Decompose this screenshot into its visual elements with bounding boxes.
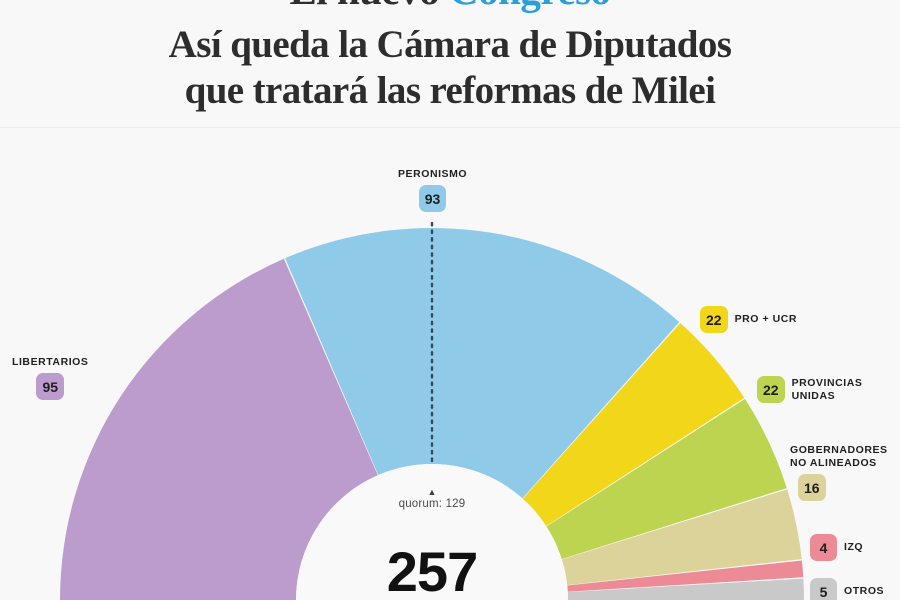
donut-segment-provincias-unidas <box>546 398 787 560</box>
chart-stage: ▲ quorum: 129 257 BANCAS PERONISMO 93 LI… <box>0 128 900 600</box>
callout-provincias-unidas: 22 PROVINCIAS UNIDAS <box>757 376 862 403</box>
donut-segment-peronismo <box>285 228 680 499</box>
callout-badge-gobernadores: 16 <box>798 474 826 501</box>
headline-line-1: Así queda la Cámara de Diputados <box>168 23 732 66</box>
donut-arcs <box>60 228 804 600</box>
kicker-title: El nuevo Congreso <box>0 0 900 14</box>
callout-label-izq: IZQ <box>844 541 864 553</box>
callout-label-libertarios: LIBERTARIOS <box>12 356 89 368</box>
callout-otros: 5 OTROS <box>810 578 884 600</box>
callout-label-gobernadores: GOBERNADORES NO ALINEADOS <box>790 444 888 469</box>
callout-badge-pro-ucr: 22 <box>700 306 728 333</box>
callout-label-peronismo: PERONISMO <box>398 168 468 180</box>
callout-label-provincias-unidas: PROVINCIAS UNIDAS <box>791 376 863 402</box>
donut-hole <box>296 464 568 600</box>
callout-label-otros: OTROS <box>844 585 885 597</box>
parliament-donut-chart <box>60 221 804 600</box>
callout-badge-otros: 5 <box>810 578 837 600</box>
callout-badge-izq: 4 <box>810 534 837 561</box>
headline-line-2: que tratará las reformas de Milei <box>184 69 716 112</box>
callout-label-pro-ucr: PRO + UCR <box>734 313 797 325</box>
header: El nuevo Congreso Así queda la Cámara de… <box>0 0 900 128</box>
callout-pro-ucr: 22 PRO + UCR <box>700 306 797 333</box>
callout-izq: 4 IZQ <box>810 534 863 561</box>
kicker-prefix: El nuevo <box>289 0 449 13</box>
callout-badge-provincias-unidas: 22 <box>757 376 785 403</box>
callout-peronismo: PERONISMO 93 <box>398 168 467 212</box>
callout-badge-libertarios: 95 <box>36 373 65 400</box>
kicker-accent: Congreso <box>449 0 611 13</box>
donut-segment-pro-ucr <box>522 323 745 527</box>
donut-segment-otros <box>567 578 804 600</box>
donut-segment-izq <box>567 560 804 592</box>
donut-segment-gobernadores-no-alineados <box>561 489 802 586</box>
callout-libertarios: LIBERTARIOS 95 <box>12 356 88 400</box>
callout-badge-peronismo: 93 <box>418 185 447 212</box>
donut-segment-libertarios <box>60 258 378 600</box>
callout-gobernadores: GOBERNADORES NO ALINEADOS 16 <box>790 444 888 501</box>
